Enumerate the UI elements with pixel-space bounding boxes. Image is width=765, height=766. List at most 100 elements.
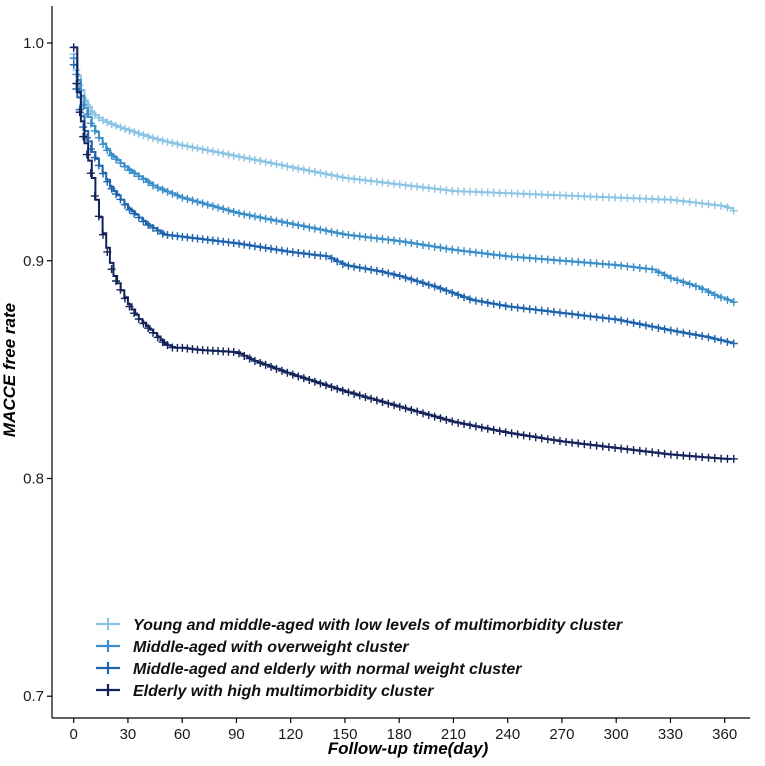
- censor-mark: [173, 191, 182, 200]
- censor-mark: [90, 126, 99, 135]
- censor-mark: [272, 216, 281, 225]
- censor-mark: [256, 213, 265, 222]
- censor-mark: [501, 302, 510, 311]
- censor-mark: [537, 434, 546, 443]
- censor-mark: [549, 308, 558, 317]
- censor-mark: [90, 153, 99, 162]
- censor-mark: [378, 267, 387, 276]
- censor-mark: [641, 321, 650, 330]
- censor-mark: [90, 110, 99, 119]
- censor-mark: [717, 293, 726, 302]
- censor-mark: [448, 417, 457, 426]
- censor-mark: [148, 223, 157, 232]
- censor-mark: [436, 414, 445, 423]
- censor-mark: [338, 173, 347, 182]
- censor-mark: [277, 161, 286, 170]
- censor-mark: [111, 121, 120, 130]
- censor-mark: [130, 128, 139, 137]
- censor-mark: [654, 268, 663, 277]
- censor-mark: [477, 423, 486, 432]
- censor-mark: [401, 273, 410, 282]
- censor-mark: [617, 261, 626, 270]
- censor-mark: [134, 315, 143, 324]
- censor-mark: [139, 175, 148, 184]
- censor-mark: [327, 227, 336, 236]
- censor-mark: [214, 203, 223, 212]
- censor-mark: [555, 437, 564, 446]
- censor-mark: [229, 151, 238, 160]
- censor-mark: [424, 280, 433, 289]
- censor-mark: [477, 249, 486, 258]
- censor-mark: [679, 197, 688, 206]
- censor-mark: [261, 214, 270, 223]
- censor-mark: [629, 263, 638, 272]
- censor-mark: [617, 316, 626, 325]
- censor-mark: [224, 206, 233, 215]
- censor-mark: [355, 391, 364, 400]
- censor-mark: [214, 148, 223, 157]
- censor-mark: [580, 440, 589, 449]
- censor-mark: [698, 285, 707, 294]
- censor-mark: [75, 108, 84, 117]
- censor-mark: [267, 244, 276, 253]
- censor-mark: [390, 401, 399, 410]
- censor-mark: [698, 199, 707, 208]
- censor-mark: [288, 163, 297, 172]
- series-4: [69, 43, 738, 463]
- censor-mark: [310, 167, 319, 176]
- censor-mark: [299, 374, 308, 383]
- censor-mark: [489, 425, 498, 434]
- censor-mark: [130, 209, 139, 218]
- censor-mark: [245, 354, 254, 363]
- censor-mark: [338, 260, 347, 269]
- censor-mark: [148, 134, 157, 143]
- censor-mark: [611, 315, 620, 324]
- censor-mark: [272, 245, 281, 254]
- censor-mark: [134, 172, 143, 181]
- censor-mark: [240, 153, 249, 162]
- censor-mark: [723, 203, 732, 212]
- x-tick-label: 330: [658, 726, 683, 743]
- censor-mark: [592, 441, 601, 450]
- censor-mark: [82, 110, 91, 119]
- censor-mark: [178, 193, 187, 202]
- censor-mark: [483, 424, 492, 433]
- censor-mark: [495, 427, 504, 436]
- censor-mark: [729, 454, 738, 463]
- censor-mark: [704, 200, 713, 209]
- censor-mark: [629, 446, 638, 455]
- censor-mark: [69, 43, 78, 52]
- censor-mark: [256, 243, 265, 252]
- series-1: [69, 49, 738, 215]
- censor-mark: [94, 133, 103, 142]
- censor-mark: [465, 421, 474, 430]
- censor-mark: [134, 213, 143, 222]
- censor-mark: [168, 189, 177, 198]
- censor-mark: [666, 195, 675, 204]
- censor-mark: [471, 296, 480, 305]
- censor-mark: [94, 113, 103, 122]
- censor-mark: [424, 410, 433, 419]
- censor-mark: [261, 360, 270, 369]
- censor-mark: [525, 432, 534, 441]
- censor-mark: [477, 297, 486, 306]
- censor-mark: [562, 437, 571, 446]
- censor-mark: [454, 418, 463, 427]
- censor-mark: [144, 221, 153, 230]
- censor-mark: [163, 137, 172, 146]
- censor-mark: [454, 291, 463, 300]
- censor-mark: [267, 215, 276, 224]
- censor-mark: [489, 250, 498, 259]
- censor-mark: [294, 372, 303, 381]
- censor-mark: [549, 436, 558, 445]
- censor-mark: [333, 229, 342, 238]
- censor-mark: [513, 303, 522, 312]
- censor-mark: [635, 320, 644, 329]
- censor-mark: [654, 449, 663, 458]
- censor-mark: [99, 116, 108, 125]
- censor-mark: [395, 237, 404, 246]
- x-tick-label: 360: [712, 726, 737, 743]
- censor-mark: [513, 430, 522, 439]
- censor-mark: [305, 223, 314, 232]
- censor-mark: [310, 377, 319, 386]
